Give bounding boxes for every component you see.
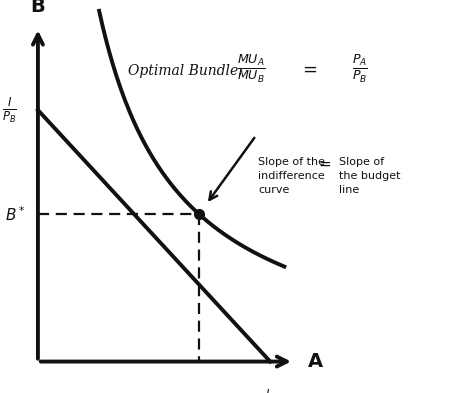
- Text: $B^*$: $B^*$: [5, 205, 26, 224]
- Text: Slope of the
indifference
curve: Slope of the indifference curve: [258, 157, 325, 195]
- Text: =: =: [319, 157, 331, 172]
- Text: $\frac{MU_A}{MU_B}$: $\frac{MU_A}{MU_B}$: [237, 53, 265, 85]
- Text: Slope of
the budget
line: Slope of the budget line: [339, 157, 401, 195]
- Text: Optimal Bundle:: Optimal Bundle:: [128, 64, 243, 78]
- Text: $\frac{I}{P_B}$: $\frac{I}{P_B}$: [2, 95, 18, 125]
- Text: $\frac{P_A}{P_B}$: $\frac{P_A}{P_B}$: [352, 53, 368, 85]
- Text: B: B: [30, 0, 46, 16]
- Text: A: A: [308, 352, 323, 371]
- Text: $=$: $=$: [299, 60, 318, 78]
- Text: $\frac{I}{P_A}$: $\frac{I}{P_A}$: [260, 387, 275, 393]
